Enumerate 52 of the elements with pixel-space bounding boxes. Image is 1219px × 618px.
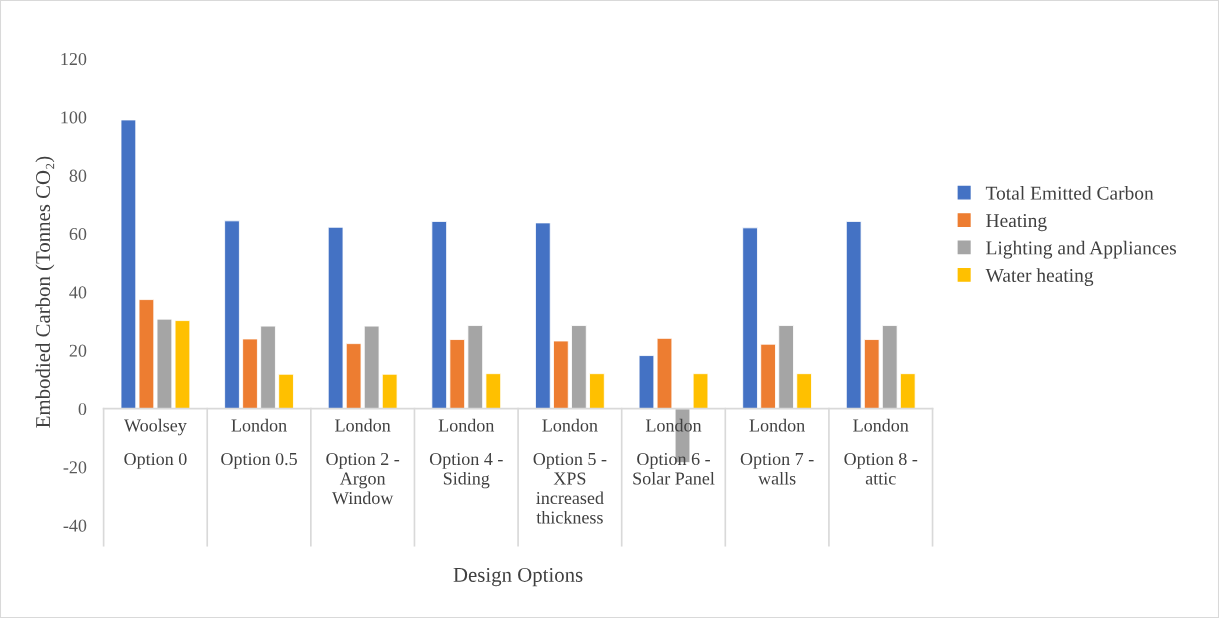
bar bbox=[845, 221, 862, 410]
x-tick-label: Woolsey Option 0 bbox=[124, 418, 187, 469]
y-tick-label: 0 bbox=[78, 402, 87, 416]
y-tick-label: 60 bbox=[69, 227, 87, 241]
y-tick-label: -40 bbox=[63, 519, 87, 532]
bar bbox=[431, 221, 448, 410]
x-tick-label: London Option 8 - attic bbox=[844, 418, 918, 485]
legend-label: Total Emitted Carbon bbox=[985, 186, 1154, 200]
y-tick-label: 100 bbox=[61, 111, 87, 124]
legend-label: Heating bbox=[986, 214, 1047, 232]
y-tick-label: 80 bbox=[69, 169, 87, 182]
bar bbox=[156, 318, 173, 410]
x-tick-label: London Option 7 - walls bbox=[740, 418, 814, 485]
bar bbox=[242, 338, 258, 410]
x-tick-label: London Option 4 - Siding bbox=[429, 418, 503, 489]
bar bbox=[485, 373, 502, 410]
y-tick-label: 40 bbox=[69, 286, 87, 299]
x-tick-label: London Option 0.5 bbox=[221, 418, 297, 469]
bar bbox=[692, 373, 709, 410]
bar bbox=[327, 226, 344, 410]
bar bbox=[467, 325, 484, 410]
bar bbox=[345, 343, 362, 410]
x-tick-label: London Option 2 - Argon Window bbox=[326, 418, 400, 505]
bar bbox=[899, 373, 916, 410]
bar bbox=[760, 343, 776, 410]
y-tick-label: -20 bbox=[63, 461, 87, 474]
x-tick-label: London Option 6 - Solar Panel bbox=[633, 418, 715, 485]
bar bbox=[381, 373, 398, 410]
bar bbox=[881, 325, 898, 410]
bar bbox=[535, 222, 551, 410]
legend-label: Water heating bbox=[985, 268, 1094, 286]
bar bbox=[553, 340, 569, 410]
bar bbox=[224, 220, 240, 410]
bar bbox=[138, 299, 155, 410]
y-tick-label: 20 bbox=[69, 344, 87, 357]
y-tick-label: 120 bbox=[61, 52, 87, 66]
bar bbox=[278, 373, 294, 410]
bar bbox=[449, 339, 466, 410]
bar bbox=[589, 373, 605, 410]
x-axis-title: Design Options bbox=[453, 567, 583, 587]
bar bbox=[742, 227, 758, 410]
x-tick-label: London Option 5 - XPS increased thickness bbox=[533, 418, 607, 524]
bar bbox=[778, 325, 794, 410]
bar bbox=[571, 325, 587, 410]
legend-label: Lighting and Appliances bbox=[986, 240, 1177, 259]
bar bbox=[260, 325, 276, 410]
bar bbox=[174, 320, 191, 410]
y-axis-title: Embodied Carbon (Tonnes CO₂) bbox=[35, 156, 55, 428]
bar bbox=[863, 339, 880, 410]
bar bbox=[796, 373, 812, 410]
bar bbox=[363, 325, 380, 410]
bar bbox=[120, 119, 137, 410]
